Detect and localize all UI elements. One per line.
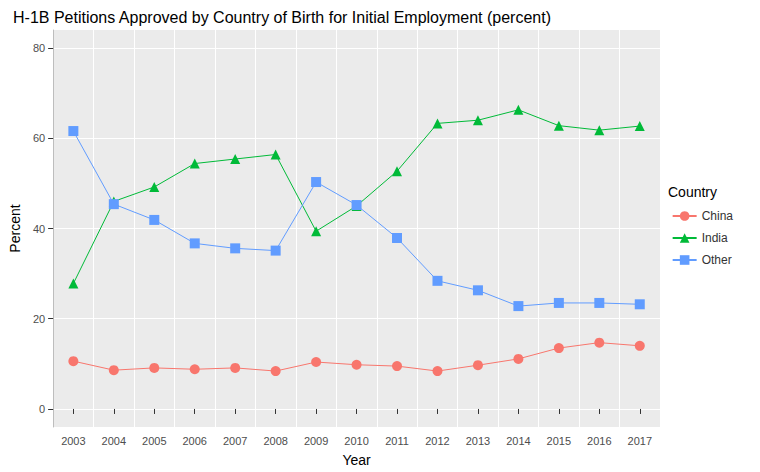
svg-text:2012: 2012 xyxy=(425,435,449,447)
svg-text:2003: 2003 xyxy=(61,435,85,447)
svg-text:2008: 2008 xyxy=(263,435,287,447)
svg-text:60: 60 xyxy=(33,132,45,144)
svg-text:2013: 2013 xyxy=(466,435,490,447)
svg-text:2006: 2006 xyxy=(182,435,206,447)
svg-text:Year: Year xyxy=(342,452,371,468)
svg-text:2010: 2010 xyxy=(344,435,368,447)
svg-text:2015: 2015 xyxy=(547,435,571,447)
svg-text:20: 20 xyxy=(33,313,45,325)
svg-text:Other: Other xyxy=(702,253,732,267)
svg-text:2014: 2014 xyxy=(506,435,530,447)
svg-text:2007: 2007 xyxy=(223,435,247,447)
svg-text:2011: 2011 xyxy=(385,435,409,447)
svg-text:China: China xyxy=(702,209,734,223)
svg-text:40: 40 xyxy=(33,223,45,235)
svg-text:India: India xyxy=(702,231,728,245)
svg-text:0: 0 xyxy=(39,403,45,415)
svg-text:80: 80 xyxy=(33,42,45,54)
svg-text:2004: 2004 xyxy=(102,435,126,447)
svg-text:Percent: Percent xyxy=(7,204,23,252)
svg-text:2005: 2005 xyxy=(142,435,166,447)
svg-text:Country: Country xyxy=(668,184,717,200)
svg-text:H-1B Petitions Approved by Cou: H-1B Petitions Approved by Country of Bi… xyxy=(13,9,551,26)
svg-text:2016: 2016 xyxy=(587,435,611,447)
svg-text:2017: 2017 xyxy=(628,435,652,447)
svg-text:2009: 2009 xyxy=(304,435,328,447)
